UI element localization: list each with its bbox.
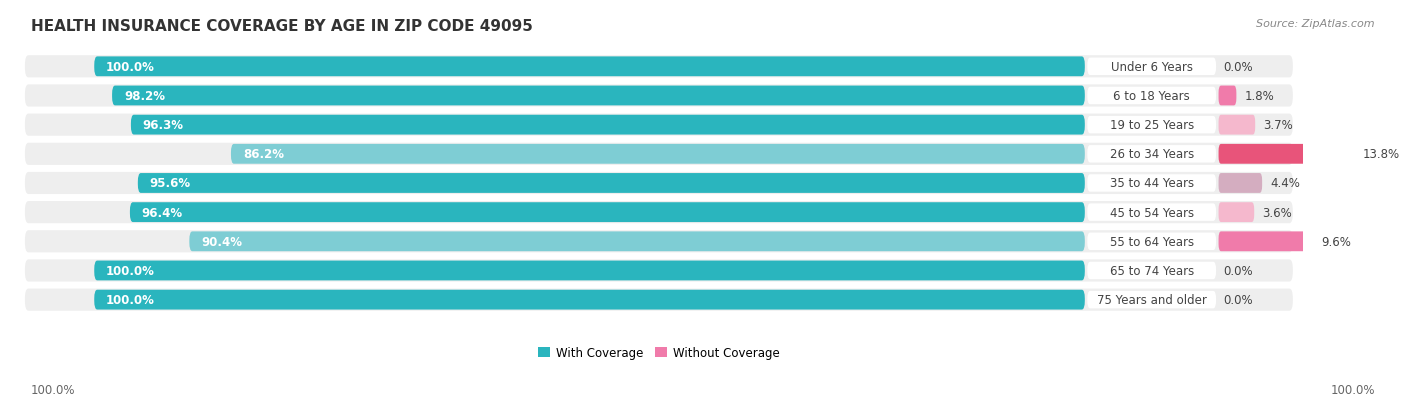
- Text: 35 to 44 Years: 35 to 44 Years: [1109, 177, 1194, 190]
- Text: Source: ZipAtlas.com: Source: ZipAtlas.com: [1257, 19, 1375, 28]
- FancyBboxPatch shape: [94, 57, 1085, 77]
- Text: 98.2%: 98.2%: [124, 90, 165, 103]
- Text: 13.8%: 13.8%: [1364, 148, 1400, 161]
- FancyBboxPatch shape: [25, 56, 1294, 78]
- FancyBboxPatch shape: [1087, 88, 1216, 105]
- FancyBboxPatch shape: [190, 232, 1085, 252]
- Text: HEALTH INSURANCE COVERAGE BY AGE IN ZIP CODE 49095: HEALTH INSURANCE COVERAGE BY AGE IN ZIP …: [31, 19, 533, 33]
- FancyBboxPatch shape: [25, 85, 1294, 107]
- Text: 1.8%: 1.8%: [1244, 90, 1274, 103]
- FancyBboxPatch shape: [1087, 233, 1216, 250]
- Text: 26 to 34 Years: 26 to 34 Years: [1109, 148, 1194, 161]
- Text: Under 6 Years: Under 6 Years: [1111, 61, 1192, 74]
- FancyBboxPatch shape: [25, 231, 1294, 253]
- Text: 100.0%: 100.0%: [105, 293, 155, 306]
- Text: 75 Years and older: 75 Years and older: [1097, 293, 1206, 306]
- FancyBboxPatch shape: [25, 260, 1294, 282]
- Text: 100.0%: 100.0%: [105, 61, 155, 74]
- Text: 90.4%: 90.4%: [201, 235, 242, 248]
- FancyBboxPatch shape: [1087, 204, 1216, 221]
- FancyBboxPatch shape: [25, 114, 1294, 136]
- FancyBboxPatch shape: [1087, 146, 1216, 163]
- Text: 100.0%: 100.0%: [31, 384, 76, 396]
- Text: 96.3%: 96.3%: [143, 119, 184, 132]
- FancyBboxPatch shape: [1087, 262, 1216, 280]
- Text: 65 to 74 Years: 65 to 74 Years: [1109, 264, 1194, 277]
- FancyBboxPatch shape: [231, 145, 1085, 164]
- Text: 45 to 54 Years: 45 to 54 Years: [1109, 206, 1194, 219]
- FancyBboxPatch shape: [1219, 203, 1254, 223]
- FancyBboxPatch shape: [131, 116, 1085, 135]
- FancyBboxPatch shape: [1087, 59, 1216, 76]
- FancyBboxPatch shape: [1219, 86, 1236, 106]
- Text: 19 to 25 Years: 19 to 25 Years: [1109, 119, 1194, 132]
- FancyBboxPatch shape: [1219, 145, 1355, 164]
- FancyBboxPatch shape: [138, 173, 1085, 193]
- Text: 6 to 18 Years: 6 to 18 Years: [1114, 90, 1189, 103]
- Text: 95.6%: 95.6%: [149, 177, 191, 190]
- FancyBboxPatch shape: [1087, 175, 1216, 192]
- FancyBboxPatch shape: [25, 143, 1294, 166]
- Legend: With Coverage, Without Coverage: With Coverage, Without Coverage: [538, 346, 779, 359]
- Text: 4.4%: 4.4%: [1270, 177, 1301, 190]
- Text: 9.6%: 9.6%: [1322, 235, 1351, 248]
- FancyBboxPatch shape: [25, 202, 1294, 224]
- FancyBboxPatch shape: [25, 289, 1294, 311]
- Text: 100.0%: 100.0%: [1330, 384, 1375, 396]
- Text: 96.4%: 96.4%: [142, 206, 183, 219]
- Text: 0.0%: 0.0%: [1223, 61, 1253, 74]
- FancyBboxPatch shape: [94, 261, 1085, 281]
- FancyBboxPatch shape: [1219, 173, 1263, 193]
- Text: 3.7%: 3.7%: [1263, 119, 1294, 132]
- FancyBboxPatch shape: [25, 173, 1294, 195]
- FancyBboxPatch shape: [112, 86, 1085, 106]
- Text: 3.6%: 3.6%: [1263, 206, 1292, 219]
- FancyBboxPatch shape: [94, 290, 1085, 310]
- FancyBboxPatch shape: [1219, 232, 1313, 252]
- FancyBboxPatch shape: [1219, 116, 1256, 135]
- Text: 55 to 64 Years: 55 to 64 Years: [1109, 235, 1194, 248]
- FancyBboxPatch shape: [129, 203, 1085, 223]
- Text: 0.0%: 0.0%: [1223, 264, 1253, 277]
- Text: 100.0%: 100.0%: [105, 264, 155, 277]
- Text: 0.0%: 0.0%: [1223, 293, 1253, 306]
- FancyBboxPatch shape: [1087, 291, 1216, 309]
- Text: 86.2%: 86.2%: [243, 148, 284, 161]
- FancyBboxPatch shape: [1087, 116, 1216, 134]
